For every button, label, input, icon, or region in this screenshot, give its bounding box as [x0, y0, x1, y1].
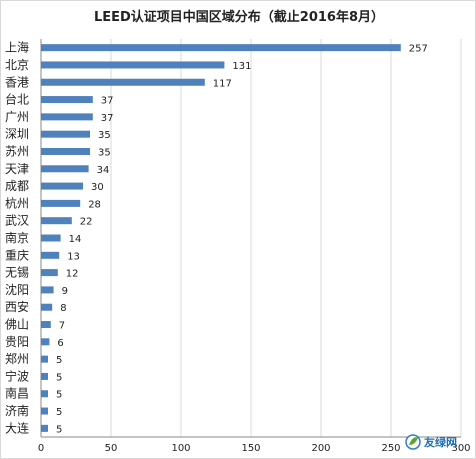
bar — [41, 234, 61, 242]
bar — [41, 78, 205, 86]
x-tick-label: 150 — [241, 443, 260, 454]
value-label: 5 — [56, 355, 62, 366]
bar — [41, 407, 48, 415]
bar — [41, 251, 60, 259]
category-label: 西安 — [5, 299, 29, 314]
value-label: 8 — [60, 303, 66, 314]
value-label: 12 — [66, 269, 79, 280]
x-tick-label: 0 — [38, 443, 44, 454]
value-label: 7 — [59, 321, 65, 332]
category-label: 南昌 — [5, 386, 29, 401]
category-label: 无锡 — [5, 265, 29, 280]
category-label: 广州 — [5, 110, 29, 124]
value-label: 22 — [80, 217, 93, 228]
category-label: 重庆 — [5, 248, 29, 262]
category-label: 武汉 — [5, 214, 29, 228]
value-label: 35 — [98, 130, 111, 141]
category-label: 佛山 — [5, 318, 29, 332]
value-label: 28 — [88, 199, 101, 210]
bar — [41, 182, 83, 190]
x-tick-label: 50 — [105, 443, 118, 454]
bar — [41, 338, 50, 346]
value-label: 131 — [232, 61, 251, 72]
bar — [41, 199, 81, 207]
category-label: 沈阳 — [5, 282, 29, 297]
value-label: 37 — [101, 113, 114, 124]
value-label: 117 — [213, 78, 232, 89]
x-tick-label: 100 — [171, 443, 190, 454]
bar — [41, 355, 48, 363]
x-tick-label: 300 — [451, 443, 470, 454]
x-tick-label: 200 — [311, 443, 330, 454]
bar — [41, 286, 54, 294]
x-tick-label: 250 — [381, 443, 400, 454]
bar — [41, 113, 93, 121]
watermark: 友绿网 — [405, 434, 457, 450]
bar — [41, 61, 225, 69]
value-label: 257 — [409, 44, 428, 55]
bars-group — [41, 44, 401, 432]
category-label: 苏州 — [5, 144, 29, 158]
category-label: 天津 — [5, 162, 29, 176]
category-label: 台北 — [5, 92, 29, 107]
category-labels: 上海北京香港台北广州深圳苏州天津成都杭州武汉南京重庆无锡沈阳西安佛山贵阳郑州宁波… — [5, 40, 29, 436]
chart-title: LEED认证项目中国区域分布（截止2016年8月） — [94, 9, 384, 25]
bar — [41, 217, 72, 225]
value-label: 6 — [57, 338, 63, 349]
category-label: 郑州 — [5, 351, 29, 366]
value-label: 5 — [56, 372, 62, 383]
category-label: 香港 — [5, 75, 29, 89]
bar — [41, 269, 58, 277]
bar — [41, 321, 51, 329]
bar — [41, 44, 401, 52]
bar — [41, 390, 48, 398]
value-label: 13 — [67, 251, 80, 262]
category-label: 济南 — [5, 403, 29, 418]
category-label: 贵阳 — [5, 335, 29, 349]
category-label: 上海 — [5, 40, 29, 55]
value-label: 9 — [62, 286, 68, 297]
leaf-logo-icon — [405, 434, 421, 450]
value-label: 5 — [56, 407, 62, 418]
bar — [41, 147, 90, 155]
category-label: 成都 — [5, 179, 29, 193]
value-label: 37 — [101, 96, 114, 107]
value-label: 5 — [56, 390, 62, 401]
bar — [41, 96, 93, 104]
bar — [41, 303, 53, 311]
grid-lines — [40, 39, 462, 438]
x-axis-ticks: 0 50 100 150 200 250 300 — [38, 443, 471, 454]
category-label: 深圳 — [5, 127, 29, 141]
value-label: 5 — [56, 424, 62, 435]
value-label: 30 — [91, 182, 104, 193]
watermark-text: 友绿网 — [424, 435, 457, 449]
bar — [41, 165, 89, 173]
bar — [41, 372, 48, 380]
value-label: 14 — [69, 234, 82, 245]
category-label: 北京 — [5, 58, 29, 72]
category-label: 大连 — [5, 420, 29, 435]
value-label: 34 — [97, 165, 110, 176]
value-label: 35 — [98, 147, 111, 158]
bar — [41, 130, 90, 138]
category-label: 宁波 — [5, 368, 29, 383]
category-label: 杭州 — [5, 195, 29, 210]
bar — [41, 424, 48, 432]
category-label: 南京 — [5, 230, 29, 245]
